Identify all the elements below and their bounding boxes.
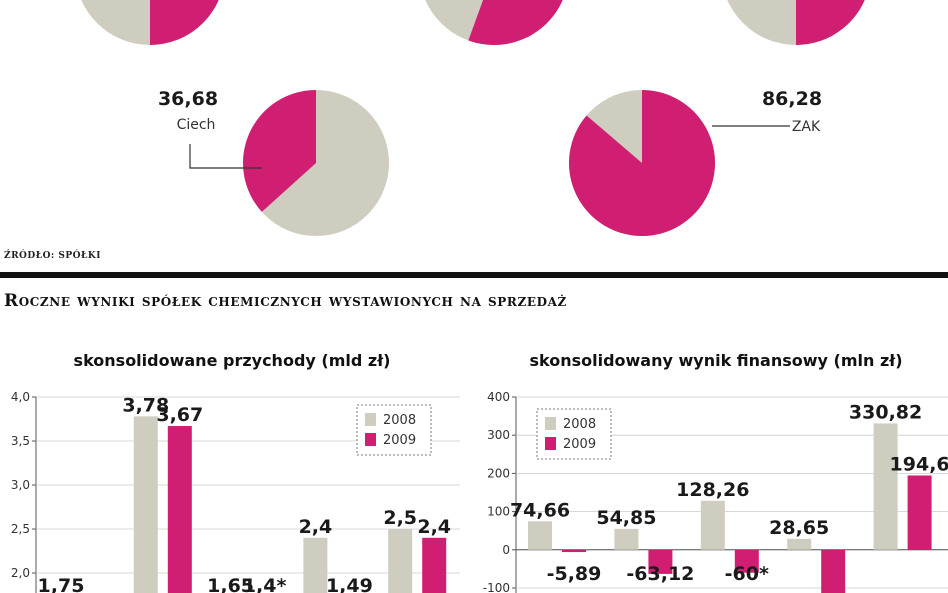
chart2-bar-2009-4 xyxy=(821,549,846,593)
chart1-label-2008-1: 1,75 xyxy=(38,575,85,593)
chart1-legend-label-2008: 2008 xyxy=(383,413,416,428)
chart2-label-2009-1: -5,89 xyxy=(547,563,602,585)
chart2-bar-2008-1 xyxy=(528,521,552,550)
section-title: Roczne wyniki spółek chemicznych wystawi… xyxy=(4,291,567,311)
chart1-legend-swatch-2009 xyxy=(365,433,376,446)
chart2-tick-label: 0 xyxy=(502,543,510,557)
chart2-tick-label: 400 xyxy=(487,390,510,404)
partial-pie-3-slice xyxy=(796,0,865,45)
chart1-bar-2009-2 xyxy=(167,426,192,593)
chart2-label-2009-3: -60* xyxy=(725,563,769,585)
chart1-bar-2008-4 xyxy=(303,537,328,593)
chart1-label-2008-3: 1,65 xyxy=(207,575,254,593)
source-note: ŹRÓDŁO: SPÓŁKI xyxy=(4,249,101,261)
chart2-legend-label-2008: 2008 xyxy=(563,417,596,432)
chart2-legend-label-2009: 2009 xyxy=(563,437,596,452)
pie-section: 36,68 Ciech 86,28 ZAK xyxy=(81,0,865,236)
chart1-label-2009-2: 3,67 xyxy=(156,404,203,426)
chart2-bar-2008-3 xyxy=(700,500,725,550)
pie-ciech-value: 36,68 xyxy=(158,88,218,110)
chart1-tick-label: 4,0 xyxy=(11,390,30,404)
chart2-legend: 2008 2009 xyxy=(536,408,612,460)
chart2-label-2009-5: 194,6 xyxy=(890,453,948,475)
chart2-label-2008-5: 330,82 xyxy=(849,401,922,423)
chart1-label-2009-4: 1,49 xyxy=(326,575,373,593)
chart1-bar-2008-2 xyxy=(133,416,158,593)
chart1-tick-label: 3,0 xyxy=(11,478,30,492)
chart1-tick-label: 3,5 xyxy=(11,434,30,448)
pie-ciech-slice xyxy=(243,89,316,212)
chart1-bar-2008-5 xyxy=(388,529,413,593)
partial-pie-3 xyxy=(727,0,865,45)
pie-ciech xyxy=(243,89,389,236)
chart2-tick-label: 200 xyxy=(487,466,510,480)
chart2-tick-label: 100 xyxy=(487,505,510,519)
chart1-label-2008-5: 2,5 xyxy=(383,507,417,529)
chart1-legend-swatch-2008 xyxy=(365,413,376,426)
chart2-legend-swatch-2008 xyxy=(545,417,556,430)
chart1-tick-label: 2,5 xyxy=(11,522,30,536)
chart1-legend: 2008 2009 xyxy=(356,404,432,456)
chart2-label-2008-3: 128,26 xyxy=(676,479,749,501)
chart2-label-2009-2: -63,12 xyxy=(626,563,694,585)
chart2-bar-2009-1 xyxy=(562,549,586,553)
chart2-tick-label: -100 xyxy=(483,581,510,593)
chart1-label-2008-2: 3,78 xyxy=(122,394,169,416)
pie-ciech-leader xyxy=(189,144,262,169)
chart2-bar-2008-2 xyxy=(614,528,639,550)
chart2-bar-2009-5 xyxy=(907,475,932,550)
chart2-bar-2009-3 xyxy=(734,549,759,573)
partial-pie-1-slice xyxy=(150,0,219,45)
partial-pie-2 xyxy=(425,0,563,45)
revenue-chart: skonsolidowane przychody (mld zł) 4,0 3,5… xyxy=(11,351,460,593)
partial-pie-2-slice xyxy=(468,0,563,45)
chart2-label-2008-4: 28,65 xyxy=(769,517,829,539)
chart1-label-2009-5: 2,4 xyxy=(417,516,451,538)
chart1-tick-label: 2,0 xyxy=(11,566,30,580)
pie-ciech-label: Ciech xyxy=(177,117,216,133)
net-result-chart-title: skonsolidowany wynik finansowy (mln zł) xyxy=(529,351,902,370)
chart2-label-2008-2: 54,85 xyxy=(596,507,656,529)
chart2-label-2008-1: 74,66 xyxy=(510,499,570,521)
net-result-chart: skonsolidowany wynik finansowy (mln zł) … xyxy=(483,351,948,593)
chart2-tick-label: 300 xyxy=(487,428,510,442)
chart2-bar-2009-2 xyxy=(648,549,673,574)
partial-pie-1 xyxy=(81,0,219,45)
chart2-bar-2008-5 xyxy=(873,423,898,550)
chart1-legend-label-2009: 2009 xyxy=(383,433,416,448)
revenue-chart-title: skonsolidowane przychody (mld zł) xyxy=(74,351,391,370)
chart2-bar-2008-4 xyxy=(787,538,812,550)
chart1-label-2008-4: 2,4 xyxy=(299,516,333,538)
section-divider xyxy=(0,272,948,278)
pie-zak-value: 86,28 xyxy=(762,88,822,110)
pie-zak-slice xyxy=(568,90,715,236)
chart1-bar-2009-5 xyxy=(422,537,447,593)
chart2-legend-swatch-2009 xyxy=(545,437,556,450)
chart1-label-2009-3: 1,4* xyxy=(243,575,287,593)
pie-zak-label: ZAK xyxy=(792,119,821,135)
pie-zak xyxy=(568,90,715,236)
